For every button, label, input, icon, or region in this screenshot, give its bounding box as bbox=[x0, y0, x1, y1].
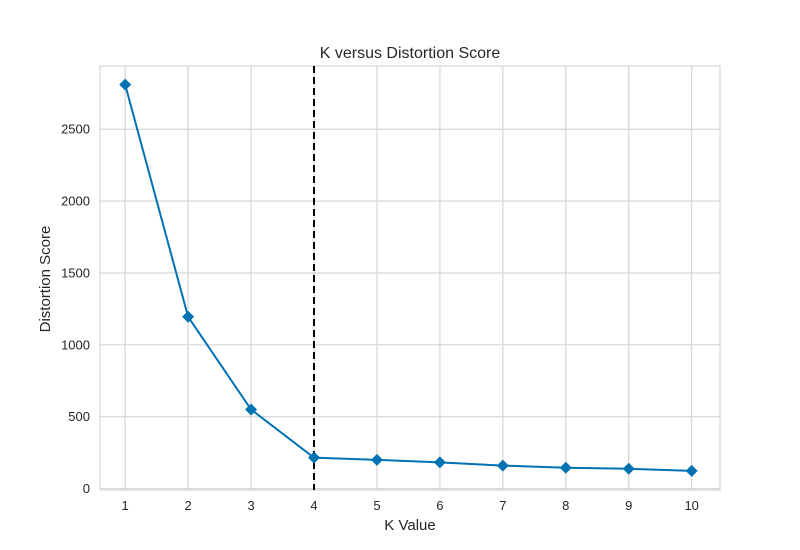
y-tick-label: 1000 bbox=[61, 337, 90, 352]
y-tick-label: 2500 bbox=[61, 122, 90, 137]
series-line bbox=[124, 84, 692, 472]
data-point bbox=[559, 461, 572, 474]
y-tick-label: 2000 bbox=[61, 194, 90, 209]
x-tick-label: 10 bbox=[684, 498, 698, 513]
x-tick-label: 3 bbox=[247, 498, 254, 513]
data-point bbox=[622, 462, 635, 475]
tick-label-layer: 1 2 3 4 5 6 7 8 9 10 0 500 1000 1500 2000 2500 bbox=[61, 122, 699, 513]
x-tick-label: 7 bbox=[499, 498, 506, 513]
data-point bbox=[308, 451, 321, 464]
y-tick-label: 1500 bbox=[61, 265, 90, 280]
grid-layer bbox=[100, 66, 720, 490]
y-tick-label: 500 bbox=[68, 409, 90, 424]
x-tick-label: 8 bbox=[562, 498, 569, 513]
y-tick-label: 0 bbox=[83, 481, 90, 496]
data-point bbox=[496, 459, 509, 472]
x-tick-label: 4 bbox=[310, 498, 317, 513]
data-point bbox=[182, 310, 195, 323]
x-axis-title: K Value bbox=[384, 517, 435, 534]
x-tick-label: 2 bbox=[185, 498, 192, 513]
data-point bbox=[119, 78, 132, 91]
x-tick-label: 5 bbox=[373, 498, 380, 513]
x-tick-label: 9 bbox=[625, 498, 632, 513]
chart-title: K versus Distortion Score bbox=[320, 45, 501, 62]
data-point bbox=[685, 464, 698, 477]
series-layer bbox=[119, 78, 698, 477]
x-tick-label: 6 bbox=[436, 498, 443, 513]
data-point bbox=[433, 456, 446, 469]
x-tick-label: 1 bbox=[122, 498, 129, 513]
y-axis-title: Distortion Score bbox=[37, 226, 54, 333]
data-point bbox=[370, 453, 383, 466]
plot-frame bbox=[99, 65, 721, 491]
data-point bbox=[245, 403, 258, 416]
